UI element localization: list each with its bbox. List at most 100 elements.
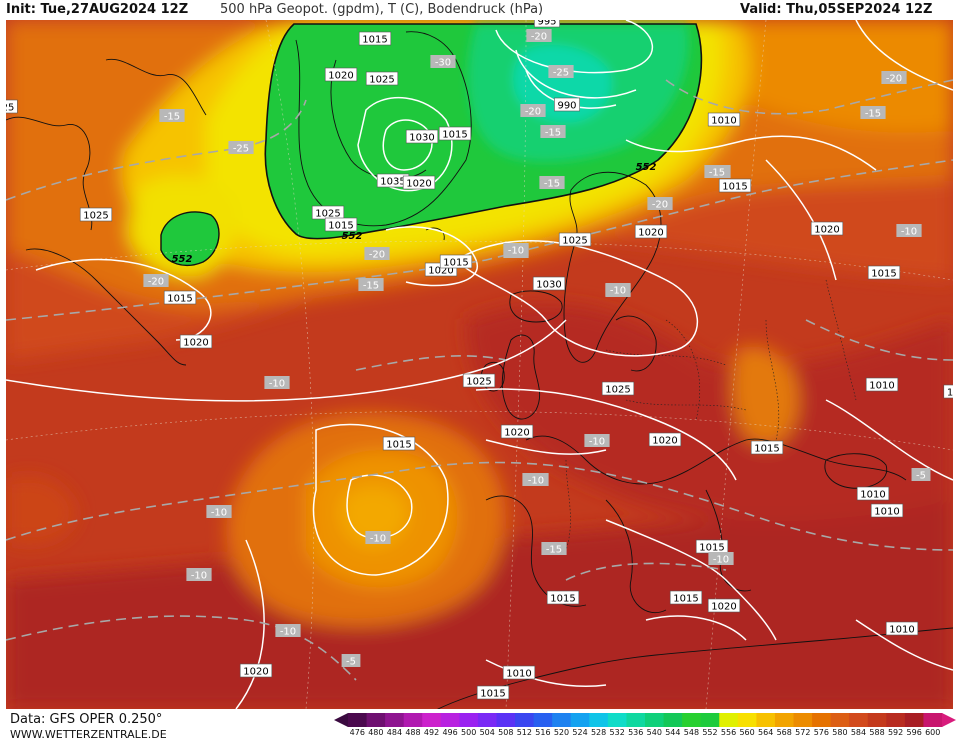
pressure-label-text: 1025 [605, 385, 630, 396]
color-legend-bar [334, 713, 956, 727]
legend-swatch [682, 713, 702, 727]
pressure-label-box [856, 486, 890, 501]
pressure-label-text: 1015 [362, 35, 387, 46]
pressure-label: 1015 [669, 590, 703, 605]
temperature-label-box [365, 531, 391, 544]
pressure-label-box [554, 97, 580, 112]
temperature-label: -10 [186, 568, 212, 582]
pressure-label-text: 1015 [722, 182, 747, 193]
temperature-label: -15 [159, 109, 185, 123]
temperature-label: -5 [341, 654, 361, 668]
pressure-label-text: 1015 [442, 130, 467, 141]
pressure-label: 1015 [476, 685, 510, 700]
pressure-label-text: 1020 [243, 667, 268, 678]
legend-swatch [348, 713, 368, 727]
temperature-label-text: -15 [545, 128, 561, 139]
pressure-label-box [365, 71, 399, 86]
pressure-label-box [500, 424, 534, 439]
temperature-label: -10 [206, 505, 232, 519]
temperature-label: -20 [520, 104, 546, 118]
legend-swatch [422, 713, 442, 727]
temperature-label-box [708, 552, 734, 565]
temperature-label: -10 [365, 531, 391, 545]
temperature-label-box [358, 278, 384, 291]
pressure-label-box [163, 290, 197, 305]
temperature-label-box [860, 106, 886, 119]
geopotential-label: 552 [342, 231, 363, 242]
legend-value: 504 [479, 728, 495, 737]
pressure-label-box [402, 175, 436, 190]
pressure-label-box [943, 384, 953, 399]
pressure-label-text: 1015 [550, 594, 575, 605]
pressure-label-text: 1020 [638, 228, 663, 239]
pressure-label: 990 [554, 97, 580, 112]
pressure-label-box [601, 381, 635, 396]
legend-swatch [867, 713, 887, 727]
pressure-label-text: 1 [947, 388, 953, 399]
temperature-label-text: -15 [709, 168, 725, 179]
pressure-label: 1020 [500, 424, 534, 439]
legend-value: 596 [906, 728, 922, 737]
temperature-label: -10 [896, 224, 922, 238]
legend-swatch [793, 713, 813, 727]
pressure-label-text: 1025 [369, 75, 394, 86]
field-balkan-warm [732, 346, 799, 446]
geopotential-label: 552 [636, 162, 657, 173]
temperature-label: -20 [881, 71, 907, 85]
legend-value: 568 [776, 728, 792, 737]
pressure-label-text: 1035 [380, 177, 405, 188]
temperature-label-text: -30 [435, 58, 451, 69]
temperature-label: -10 [264, 376, 290, 390]
legend-value: 512 [516, 728, 532, 737]
temperature-label-box [647, 197, 673, 210]
pressure-label-text: 1010 [506, 669, 531, 680]
pressure-label-box [810, 221, 844, 236]
geopotential-label: 552 [172, 254, 193, 265]
legend-swatch [607, 713, 627, 727]
temperature-label-text: -25 [553, 68, 569, 79]
pressure-label: 1010 [885, 621, 919, 636]
pressure-label: 1020 [707, 598, 741, 613]
legend-swatch [459, 713, 479, 727]
pressure-label-box [534, 20, 560, 28]
temperature-label-box [228, 141, 254, 154]
temperature-label-box [540, 125, 566, 138]
temperature-label-text: -5 [916, 471, 926, 482]
pressure-label-box [382, 436, 416, 451]
temperature-label: -15 [704, 165, 730, 179]
pressure-label-text: 1030 [409, 133, 434, 144]
pressure-label: 1025 [365, 71, 399, 86]
legend-swatch [923, 713, 943, 727]
pressure-label-text: 1025 [83, 211, 108, 222]
pressure-label: 1020 [648, 432, 682, 447]
legend-value: 540 [646, 728, 662, 737]
temperature-label: -20 [526, 29, 552, 43]
pressure-label-text: 1015 [754, 444, 779, 455]
pressure-label-text: 1015 [386, 440, 411, 451]
website-credit: WWW.WETTERZENTRALE.DE [10, 728, 167, 741]
legend-value: 560 [739, 728, 755, 737]
pressure-label-text: 25 [6, 103, 14, 114]
legend-value: 480 [368, 728, 384, 737]
weather-map: 1015 1020 1025 1030 1015 1035 1020 1025 1015 995 9… [6, 20, 953, 709]
pressure-label-box [532, 276, 566, 291]
temperature-label-text: -10 [610, 286, 626, 297]
pressure-label-box [707, 112, 741, 127]
legend-swatch [812, 713, 832, 727]
temperature-label: -30 [430, 55, 456, 69]
pressure-label-box [865, 377, 899, 392]
pressure-label-box [6, 99, 18, 114]
pressure-label: 995 [534, 20, 560, 28]
legend-arrow-right [942, 713, 956, 727]
legend-swatch [515, 713, 535, 727]
pressure-label-text: 1020 [328, 71, 353, 82]
legend-swatch [774, 713, 794, 727]
legend-value: 484 [386, 728, 403, 737]
temperature-label-text: -10 [528, 476, 544, 487]
pressure-label-box [634, 224, 668, 239]
pressure-label: 25 [6, 99, 18, 114]
pressure-label: 1010 [502, 665, 536, 680]
pressure-label-text: 1020 [814, 225, 839, 236]
pressure-label-text: 1020 [652, 436, 677, 447]
temperature-label-box [605, 283, 631, 296]
